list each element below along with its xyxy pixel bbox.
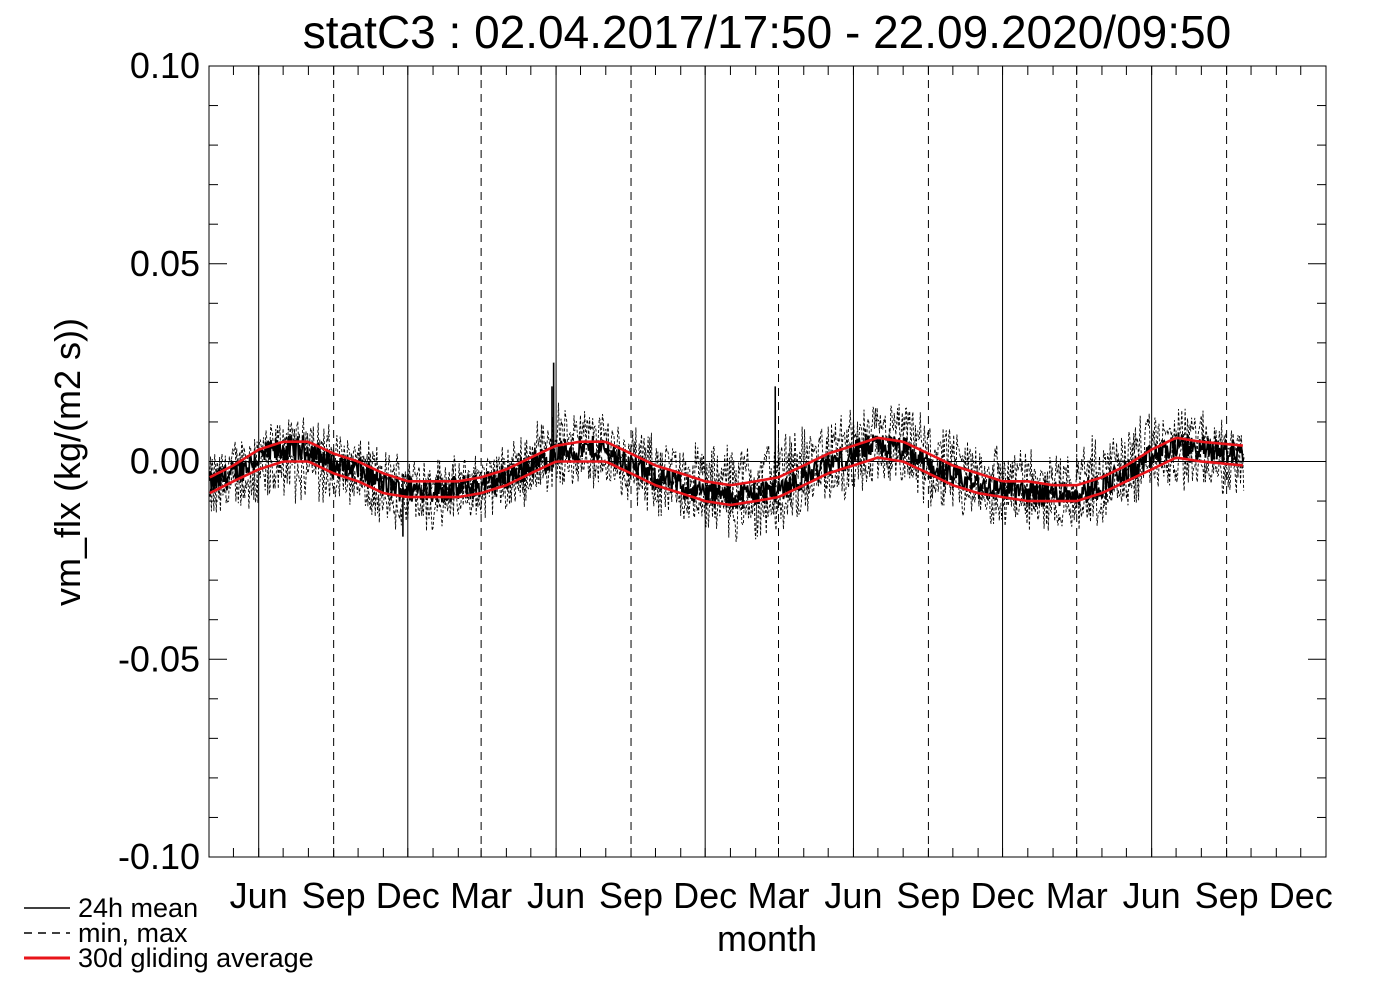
legend-label-mean: 24h mean — [78, 893, 198, 923]
chart-title: statC3 : 02.04.2017/17:50 - 22.09.2020/0… — [303, 6, 1231, 58]
x-tick-label: Dec — [376, 875, 440, 916]
x-tick-label: Jun — [824, 875, 882, 916]
x-tick-label: Sep — [1195, 875, 1259, 916]
x-tick-label: Sep — [302, 875, 366, 916]
x-tick-label: Jun — [230, 875, 288, 916]
gliding-average-upper — [209, 436, 1244, 487]
x-axis-label: month — [717, 918, 817, 959]
legend-label-gliding: 30d gliding average — [78, 943, 314, 973]
gliding-average-lower — [209, 456, 1244, 507]
x-tick-label: Jun — [1123, 875, 1181, 916]
x-tick-label: Dec — [971, 875, 1035, 916]
min-line — [209, 437, 1245, 542]
x-tick-label: Mar — [450, 875, 512, 916]
x-tick-label: Mar — [747, 875, 809, 916]
x-tick-label: Dec — [673, 875, 737, 916]
y-axis-label: vm_flx (kg/(m2 s)) — [47, 318, 88, 606]
y-tick-label: 0.00 — [130, 441, 200, 482]
x-tick-labels: Jun Sep Dec Mar Jun Sep Dec Mar Jun Sep Dec Mar Jun S… — [230, 875, 1333, 916]
y-tick-label: 0.05 — [130, 243, 200, 284]
x-tick-label: Sep — [896, 875, 960, 916]
x-tick-label: Dec — [1269, 875, 1333, 916]
x-tick-label: Sep — [599, 875, 663, 916]
legend-label-minmax: min, max — [78, 918, 188, 948]
gliding-average-series — [209, 436, 1244, 507]
y-tick-label: -0.05 — [118, 638, 200, 679]
y-tick-label: 0.10 — [130, 45, 200, 86]
minor-ticks — [208, 65, 1326, 858]
x-tick-label: Mar — [1046, 875, 1108, 916]
x-tick-label: Jun — [527, 875, 585, 916]
y-tick-label: -0.10 — [118, 836, 200, 877]
legend: 24h mean min, max 30d gliding average — [24, 893, 314, 973]
y-tick-labels: 0.10 0.05 0.00 -0.05 -0.10 — [118, 45, 200, 877]
